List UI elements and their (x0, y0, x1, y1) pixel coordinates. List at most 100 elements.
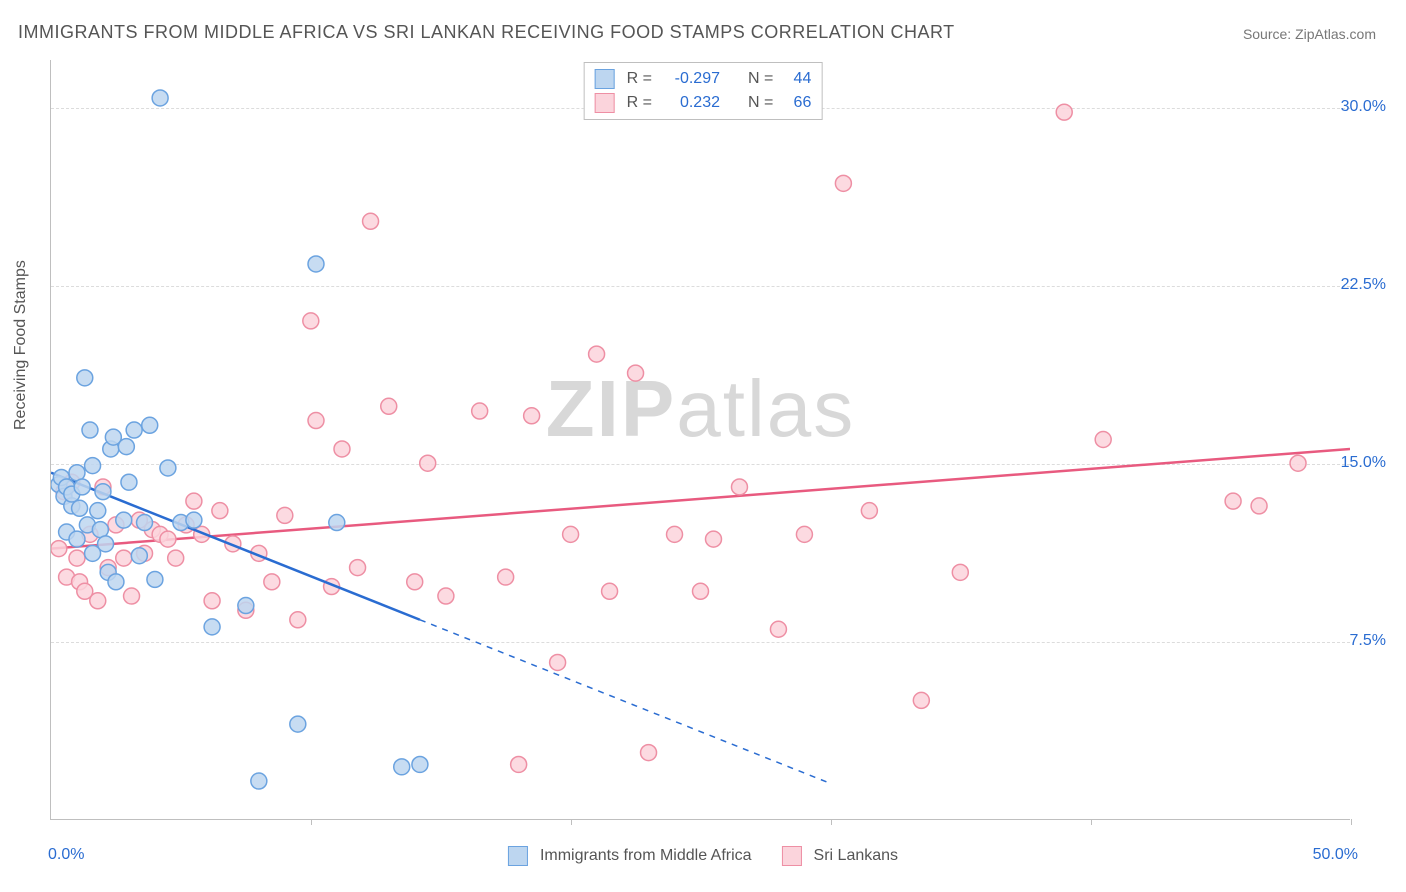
data-point (238, 598, 254, 614)
legend-row-series-a: R = -0.297 N = 44 (595, 67, 812, 91)
x-tick (1091, 819, 1092, 825)
data-point (290, 612, 306, 628)
data-point (90, 593, 106, 609)
data-point (186, 512, 202, 528)
legend-r-label-b: R = (627, 91, 652, 115)
legend-r-value-a: -0.297 (660, 67, 720, 91)
data-point (72, 500, 88, 516)
data-point (438, 588, 454, 604)
y-axis-label: Receiving Food Stamps (12, 260, 30, 430)
data-point (731, 479, 747, 495)
regression-line-extrapolated (420, 620, 830, 784)
data-point (952, 564, 968, 580)
data-point (251, 773, 267, 789)
data-point (770, 621, 786, 637)
data-point (264, 574, 280, 590)
data-point (550, 654, 566, 670)
data-point (69, 531, 85, 547)
legend-r-value-b: 0.232 (660, 91, 720, 115)
data-point (77, 370, 93, 386)
legend-n-label-a: N = (748, 67, 773, 91)
data-point (85, 458, 101, 474)
data-point (1225, 493, 1241, 509)
legend-r-label-a: R = (627, 67, 652, 91)
x-tick (311, 819, 312, 825)
data-point (407, 574, 423, 590)
data-point (74, 479, 90, 495)
data-point (116, 550, 132, 566)
regression-line (51, 449, 1350, 549)
legend-item-swatch-b (782, 846, 802, 866)
data-point (90, 503, 106, 519)
data-point (563, 526, 579, 542)
data-point (69, 550, 85, 566)
data-point (212, 503, 228, 519)
data-point (334, 441, 350, 457)
data-point (108, 574, 124, 590)
source-name: ZipAtlas.com (1295, 26, 1376, 42)
legend-swatch-a (595, 69, 615, 89)
legend-n-value-a: 44 (781, 67, 811, 91)
data-point (1095, 432, 1111, 448)
legend-item-a: Immigrants from Middle Africa (508, 846, 752, 866)
data-point (394, 759, 410, 775)
data-point (160, 460, 176, 476)
data-point (160, 531, 176, 547)
x-tick (831, 819, 832, 825)
data-point (835, 175, 851, 191)
data-point (131, 548, 147, 564)
data-point (303, 313, 319, 329)
plot-area: ZIPatlas (50, 60, 1350, 820)
data-point (142, 417, 158, 433)
data-point (381, 398, 397, 414)
x-tick (571, 819, 572, 825)
data-point (204, 619, 220, 635)
data-point (290, 716, 306, 732)
data-point (350, 560, 366, 576)
data-point (126, 422, 142, 438)
chart-title: IMMIGRANTS FROM MIDDLE AFRICA VS SRI LAN… (18, 22, 955, 43)
data-point (82, 422, 98, 438)
correlation-legend: R = -0.297 N = 44 R = 0.232 N = 66 (584, 62, 823, 120)
data-point (137, 515, 153, 531)
data-point (498, 569, 514, 585)
legend-item-b: Sri Lankans (782, 846, 899, 866)
data-point (628, 365, 644, 381)
data-point (308, 413, 324, 429)
data-point (796, 526, 812, 542)
data-point (420, 455, 436, 471)
data-point (1056, 104, 1072, 120)
data-point (363, 213, 379, 229)
data-point (116, 512, 132, 528)
data-point (602, 583, 618, 599)
data-point (511, 756, 527, 772)
data-point (913, 692, 929, 708)
legend-n-value-b: 66 (781, 91, 811, 115)
data-point (308, 256, 324, 272)
source-prefix: Source: (1243, 26, 1295, 42)
data-point (147, 571, 163, 587)
data-point (124, 588, 140, 604)
data-point (95, 484, 111, 500)
x-axis-origin-label: 0.0% (48, 846, 84, 864)
legend-item-label-b: Sri Lankans (814, 847, 899, 865)
series-legend: Immigrants from Middle Africa Sri Lankan… (508, 846, 898, 866)
data-point (589, 346, 605, 362)
plot-svg (51, 60, 1350, 819)
legend-item-swatch-a (508, 846, 528, 866)
data-point (118, 439, 134, 455)
data-point (641, 745, 657, 761)
data-point (329, 515, 345, 531)
data-point (861, 503, 877, 519)
data-point (277, 507, 293, 523)
data-point (1251, 498, 1267, 514)
data-point (524, 408, 540, 424)
legend-item-label-a: Immigrants from Middle Africa (540, 847, 752, 865)
x-axis-max-label: 50.0% (1313, 846, 1358, 864)
legend-n-label-b: N = (748, 91, 773, 115)
y-tick-label: 7.5% (1350, 632, 1386, 650)
legend-row-series-b: R = 0.232 N = 66 (595, 91, 812, 115)
data-point (667, 526, 683, 542)
data-point (1290, 455, 1306, 471)
data-point (152, 90, 168, 106)
